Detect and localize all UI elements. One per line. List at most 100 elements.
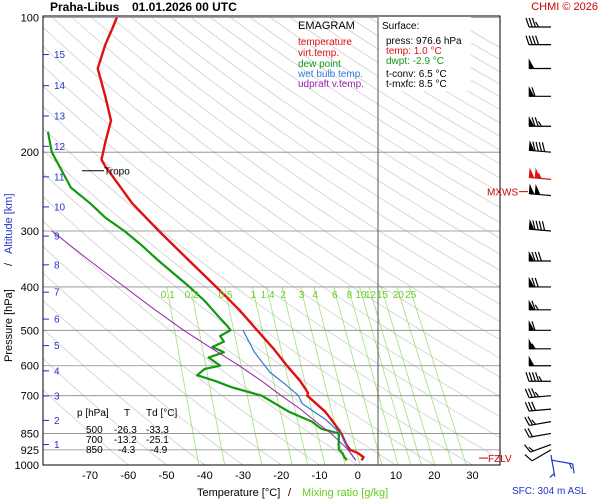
wind-barb-pennant — [528, 355, 535, 367]
wind-barb-feather — [531, 300, 536, 311]
wind-barb-feather — [534, 277, 539, 288]
wind-barb-pennant — [528, 276, 535, 288]
pressure-tick-label: 850 — [21, 428, 39, 440]
table-header-p: p [hPa] — [77, 408, 109, 419]
wind-barb-feather — [527, 428, 534, 437]
wind-barb-feather — [531, 251, 536, 262]
mixing-ratio-label: 0.1 — [161, 290, 175, 301]
legend-updraft: udpraft v.temp. — [298, 79, 364, 90]
wind-barb-staff — [529, 395, 552, 399]
wind-barb-feather — [524, 388, 530, 398]
wind-barb — [524, 416, 552, 427]
dry-adiabat — [71, 17, 500, 323]
wind-barb-feather — [525, 35, 530, 45]
surface-dwpt: dwpt: -2.9 °C — [386, 56, 444, 67]
altitude-tick-label: 4 — [54, 366, 60, 377]
pressure-tick-label: 1000 — [15, 460, 39, 472]
wind-barb — [525, 372, 551, 382]
wind-barb-pennant — [528, 299, 535, 311]
mixing-ratio-label: 2 — [280, 290, 286, 301]
wind-barb — [524, 401, 552, 412]
wind-barb-staff — [530, 443, 552, 453]
mixing-ratio-line — [347, 286, 399, 465]
dry-adiabat — [91, 17, 500, 305]
wind-barb — [528, 58, 551, 70]
altitude-tick-label: 1 — [54, 440, 60, 451]
legend-title: EMAGRAM — [298, 20, 355, 32]
wind-barb-staff — [529, 421, 552, 427]
pressure-tick-label: 700 — [21, 391, 39, 403]
wind-barb — [528, 183, 552, 197]
mixing-ratio-label: 0.5 — [219, 290, 233, 301]
wind-barb-feather — [524, 402, 530, 412]
mixing-ratio-label: 12 — [365, 290, 377, 301]
mixing-ratio-label: 6 — [332, 290, 338, 301]
dry-adiabat — [170, 17, 500, 239]
altitude-tick-label: 3 — [54, 391, 60, 402]
series-line-dew-point — [46, 131, 348, 461]
wind-barb-feather — [537, 120, 542, 127]
mixing-ratio-label: 20 — [393, 290, 405, 301]
sfc-label: SFC: 304 m ASL — [512, 486, 587, 497]
wind-barb — [528, 276, 551, 288]
altitude-tick-label: 8 — [54, 260, 60, 271]
wind-barb-feather — [531, 343, 536, 350]
series-line-udpraft-v-temp — [51, 230, 357, 461]
pressure-tick-label: 200 — [21, 147, 39, 159]
table-cell: 700 — [86, 435, 103, 446]
table-cell: -25.1 — [146, 435, 169, 446]
mixing-ratio-label: 4 — [312, 290, 318, 301]
legend-dew-point: dew point — [298, 59, 341, 70]
wind-barb-feather — [531, 35, 536, 45]
table-cell: -33.3 — [146, 425, 169, 436]
wind-barb-pennant — [534, 167, 541, 179]
grid — [43, 17, 500, 465]
station-title: Praha-Libus — [50, 0, 120, 14]
series-line-wet-bulb-temp — [242, 330, 357, 461]
dry-adiabat — [210, 17, 500, 208]
wind-barb-staff — [529, 432, 552, 438]
wind-barb-feather — [524, 416, 530, 426]
mixing-ratio-label: 0.2 — [185, 290, 199, 301]
wind-barb-feather — [531, 321, 536, 331]
temperature-tick-label: 20 — [428, 470, 440, 482]
altitude-tick-label: 15 — [54, 50, 66, 61]
wind-barb — [528, 140, 552, 153]
series-line-temperature — [96, 17, 365, 461]
wind-barb-feather — [538, 375, 543, 382]
altitude-tick-label: 2 — [54, 416, 60, 427]
dry-adiabat — [151, 17, 500, 255]
surface-temp: temp: 1.0 °C — [386, 46, 442, 57]
fzlv-label: FZLV — [488, 454, 512, 465]
altitude-tick-label: 10 — [54, 202, 66, 213]
dry-adiabat — [43, 272, 282, 465]
dry-adiabat — [43, 246, 320, 465]
wind-barb-feather — [531, 17, 536, 28]
wind-barb-feather — [531, 401, 537, 411]
dry-adiabat — [43, 26, 500, 359]
y-axis-separator: / — [3, 262, 15, 266]
wind-barbs — [523, 17, 575, 478]
temperature-tick-label: 0 — [355, 470, 361, 482]
mixing-ratio-line — [368, 286, 422, 465]
pressure-tick-label: 925 — [21, 445, 39, 457]
wind-barb-pennant — [528, 320, 535, 331]
wind-barb-feather — [568, 463, 573, 470]
dry-adiabat — [51, 17, 500, 341]
dry-adiabat — [448, 17, 500, 49]
wind-barb — [528, 338, 551, 350]
temperature-tick-label: -40 — [197, 470, 213, 482]
wind-barb-feather — [528, 446, 534, 452]
wind-barb-feather — [534, 117, 539, 127]
temperature-tick-label: -20 — [273, 470, 289, 482]
wind-barb-feather — [531, 117, 536, 127]
profile-lines — [46, 17, 365, 461]
wind-barb — [525, 35, 551, 46]
pressure-tick-label: 100 — [21, 13, 39, 25]
wind-barb-pennant — [528, 218, 535, 230]
altitude-tick-label: 6 — [54, 315, 60, 326]
credit: CHMI © 2026 — [531, 1, 598, 13]
wind-barb-feather — [532, 141, 536, 151]
wind-barb-staff — [529, 408, 552, 412]
surface-tconv: t-conv: 6.5 °C — [386, 69, 447, 80]
